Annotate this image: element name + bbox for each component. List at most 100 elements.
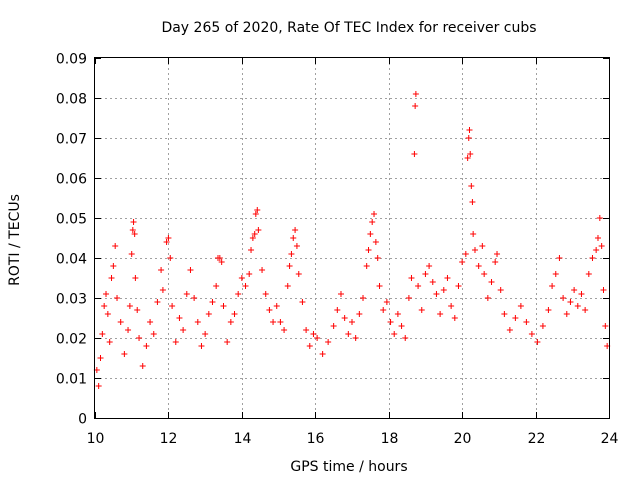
data-point	[360, 295, 367, 301]
data-point	[277, 319, 284, 325]
data-point	[314, 335, 321, 341]
data-point	[220, 303, 227, 309]
data-point	[99, 331, 106, 337]
x-tick-label: 14	[234, 431, 252, 447]
data-points	[93, 91, 611, 389]
data-point	[582, 307, 589, 313]
data-point	[169, 303, 176, 309]
data-point	[252, 211, 259, 217]
data-point	[596, 215, 603, 221]
data-point	[602, 323, 609, 329]
data-point	[154, 299, 161, 305]
data-point	[165, 235, 172, 241]
data-point	[383, 299, 390, 305]
data-point	[578, 291, 585, 297]
data-point	[356, 311, 363, 317]
data-point	[451, 315, 458, 321]
data-point	[415, 283, 422, 289]
x-axis-title: GPS time / hours	[290, 459, 407, 475]
data-point	[349, 319, 355, 325]
x-tick-label: 16	[307, 431, 325, 447]
data-point	[121, 351, 128, 357]
data-point	[376, 283, 383, 289]
data-point	[330, 323, 337, 329]
y-tick-label: 0.04	[56, 252, 87, 268]
data-point	[205, 311, 212, 317]
data-point	[517, 303, 524, 309]
y-tick-label: 0.08	[56, 92, 87, 108]
data-point	[235, 291, 242, 297]
data-point	[163, 239, 170, 245]
data-point	[114, 295, 121, 301]
data-point	[95, 383, 102, 389]
x-tick-label: 12	[160, 431, 178, 447]
y-tick-label: 0.06	[56, 172, 87, 188]
data-point	[556, 255, 563, 261]
data-point	[290, 235, 297, 241]
data-point	[97, 355, 104, 361]
data-point	[464, 155, 471, 161]
data-point	[126, 303, 133, 309]
data-point	[589, 255, 596, 261]
data-point	[176, 315, 183, 321]
data-point	[209, 299, 216, 305]
data-point	[242, 283, 249, 289]
data-point	[433, 291, 440, 297]
data-point	[492, 259, 499, 265]
x-tick-label: 20	[454, 431, 472, 447]
data-point	[325, 339, 332, 345]
data-point	[286, 263, 293, 269]
data-point	[251, 231, 258, 237]
data-point	[545, 307, 552, 313]
data-point	[284, 283, 291, 289]
data-point	[246, 271, 253, 277]
data-point	[398, 323, 405, 329]
data-point	[180, 327, 187, 333]
data-point	[539, 323, 546, 329]
data-point	[412, 103, 419, 109]
data-point	[455, 283, 462, 289]
y-tick-label: 0.07	[56, 132, 87, 148]
data-point	[497, 287, 504, 293]
data-point	[103, 291, 110, 297]
data-point	[567, 299, 574, 305]
data-point	[471, 247, 478, 253]
y-tick-label: 0.01	[56, 372, 87, 388]
data-point	[429, 279, 436, 285]
data-point	[254, 207, 261, 213]
data-point	[104, 311, 111, 317]
data-point	[552, 271, 559, 277]
plot-frame	[94, 57, 610, 419]
chart-title: Day 265 of 2020, Rate Of TEC Index for r…	[161, 20, 536, 36]
data-point	[167, 255, 174, 261]
data-point	[262, 291, 269, 297]
data-point	[528, 331, 535, 337]
data-point	[422, 271, 429, 277]
data-point	[132, 275, 139, 281]
data-point	[125, 327, 132, 333]
data-point	[391, 331, 398, 337]
data-point	[365, 247, 372, 253]
data-point	[147, 319, 154, 325]
data-point	[270, 319, 277, 325]
x-tick-label: 18	[381, 431, 399, 447]
data-point	[319, 351, 326, 357]
data-point	[213, 283, 220, 289]
data-point	[249, 235, 256, 241]
data-point	[310, 331, 317, 337]
data-point	[523, 319, 530, 325]
data-point	[387, 319, 394, 325]
data-point	[108, 275, 115, 281]
data-point	[426, 263, 433, 269]
data-point	[402, 335, 409, 341]
data-point	[549, 283, 556, 289]
grid	[95, 58, 609, 418]
data-point	[448, 303, 455, 309]
data-point	[469, 199, 476, 205]
data-point	[136, 335, 143, 341]
data-point	[467, 151, 474, 157]
data-point	[594, 235, 601, 241]
data-point	[255, 227, 262, 233]
data-point	[470, 231, 477, 237]
